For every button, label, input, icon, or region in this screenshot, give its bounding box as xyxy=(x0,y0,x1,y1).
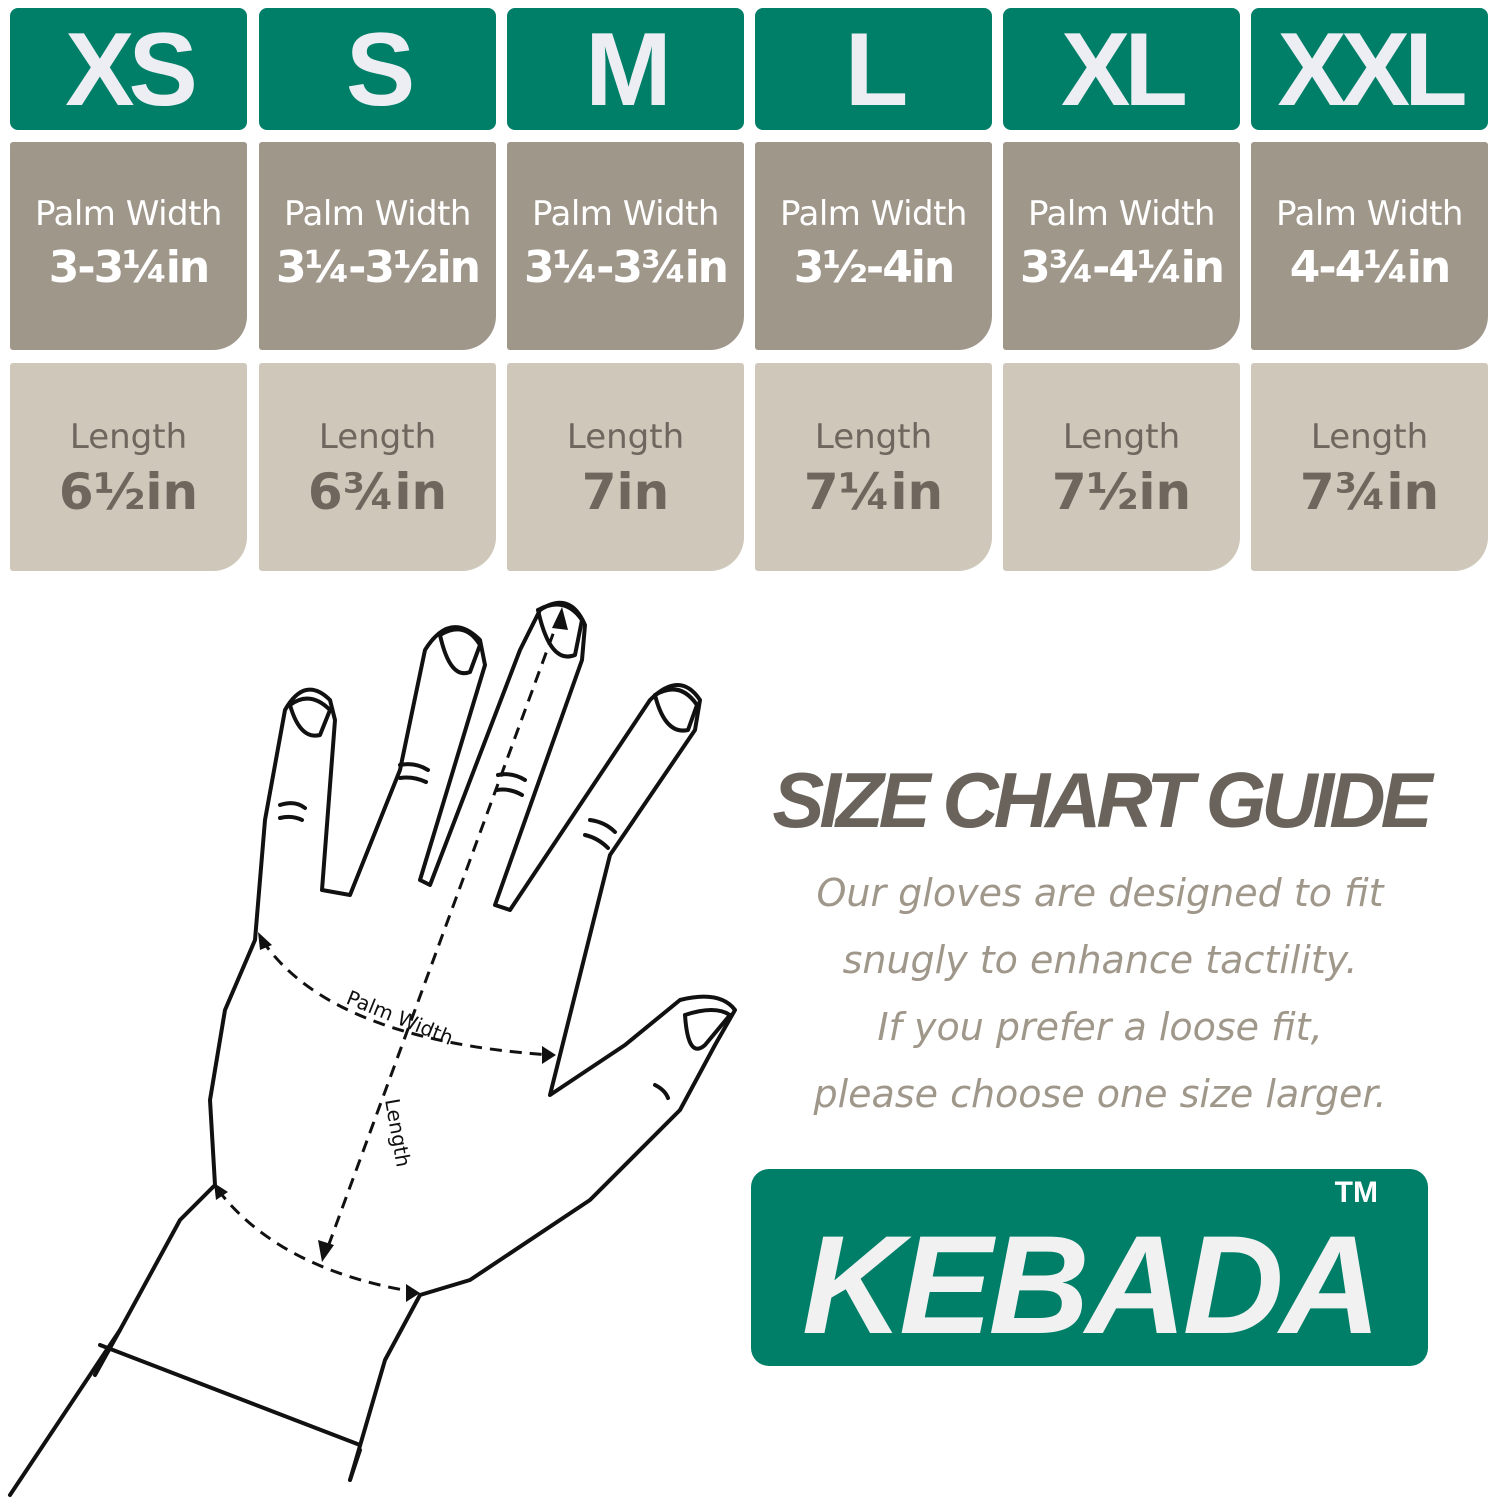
length-cell: Length 7in xyxy=(507,363,744,571)
size-label: XXL xyxy=(1251,8,1488,130)
brand-name: KEBADA xyxy=(802,1206,1381,1363)
palm-width-diagram-label: Palm Width xyxy=(343,985,457,1050)
guide-line: Our gloves are designed to fit xyxy=(816,871,1384,915)
palm-width-cell: Palm Width 3-3¼in xyxy=(10,142,247,350)
hand-outline xyxy=(8,600,737,1497)
palm-width-value: 3½-4in xyxy=(793,242,955,293)
palm-width-label: Palm Width xyxy=(35,194,222,234)
palm-width-value: 3¼-3½in xyxy=(276,242,481,293)
hand-measurement-diagram: Palm Width Length xyxy=(8,600,737,1497)
measurement-lines xyxy=(216,614,562,1294)
length-label: Length xyxy=(1310,417,1429,457)
length-cell: Length 7¼in xyxy=(755,363,992,571)
length-value: 6¾in xyxy=(307,463,448,521)
length-cell: Length 7½in xyxy=(1003,363,1240,571)
length-cell: Length 7¾in xyxy=(1251,363,1488,571)
guide-line: snugly to enhance tactility. xyxy=(842,938,1358,982)
size-label: XS xyxy=(10,8,247,130)
length-diagram-label: Length xyxy=(380,1097,416,1169)
palm-width-arrow xyxy=(260,939,551,1057)
length-cell: Length 6½in xyxy=(10,363,247,571)
wrist-arrow xyxy=(216,1189,416,1294)
length-value: 7in xyxy=(581,463,670,521)
palm-width-cell: Palm Width 3¾-4¼in xyxy=(1003,142,1240,350)
palm-width-cell: Palm Width 4-4¼in xyxy=(1251,142,1488,350)
palm-width-label: Palm Width xyxy=(1276,194,1463,234)
palm-width-cell: Palm Width 3¼-3½in xyxy=(259,142,496,350)
length-arrow xyxy=(323,614,562,1256)
palm-width-value: 3-3¼in xyxy=(48,242,210,293)
palm-width-value: 4-4¼in xyxy=(1289,242,1451,293)
trademark-mark: TM xyxy=(1334,1176,1378,1209)
brand-logo: KEBADA TM xyxy=(751,1169,1428,1366)
length-label: Length xyxy=(1062,417,1181,457)
guide-description: Our gloves are designed to fit snugly to… xyxy=(720,860,1480,1128)
arrowheads xyxy=(214,607,568,1302)
length-label: Length xyxy=(318,417,437,457)
guide-title: SIZE CHART GUIDE xyxy=(772,756,1432,844)
size-label: L xyxy=(755,8,992,130)
palm-width-cell: Palm Width 3¼-3¾in xyxy=(507,142,744,350)
palm-width-value: 3¾-4¼in xyxy=(1020,242,1225,293)
length-value: 7¾in xyxy=(1299,463,1440,521)
length-value: 7¼in xyxy=(803,463,944,521)
length-label: Length xyxy=(69,417,188,457)
palm-width-value: 3¼-3¾in xyxy=(524,242,729,293)
size-label: S xyxy=(259,8,496,130)
length-label: Length xyxy=(566,417,685,457)
palm-width-label: Palm Width xyxy=(284,194,471,234)
size-label: XL xyxy=(1003,8,1240,130)
palm-width-label: Palm Width xyxy=(532,194,719,234)
palm-width-cell: Palm Width 3½-4in xyxy=(755,142,992,350)
palm-width-label: Palm Width xyxy=(780,194,967,234)
length-label: Length xyxy=(814,417,933,457)
length-value: 7½in xyxy=(1051,463,1192,521)
guide-line: If you prefer a loose fit, xyxy=(877,1005,1323,1049)
length-value: 6½in xyxy=(58,463,199,521)
guide-line: please choose one size larger. xyxy=(813,1072,1387,1116)
size-label: M xyxy=(507,8,744,130)
palm-width-label: Palm Width xyxy=(1028,194,1215,234)
length-cell: Length 6¾in xyxy=(259,363,496,571)
